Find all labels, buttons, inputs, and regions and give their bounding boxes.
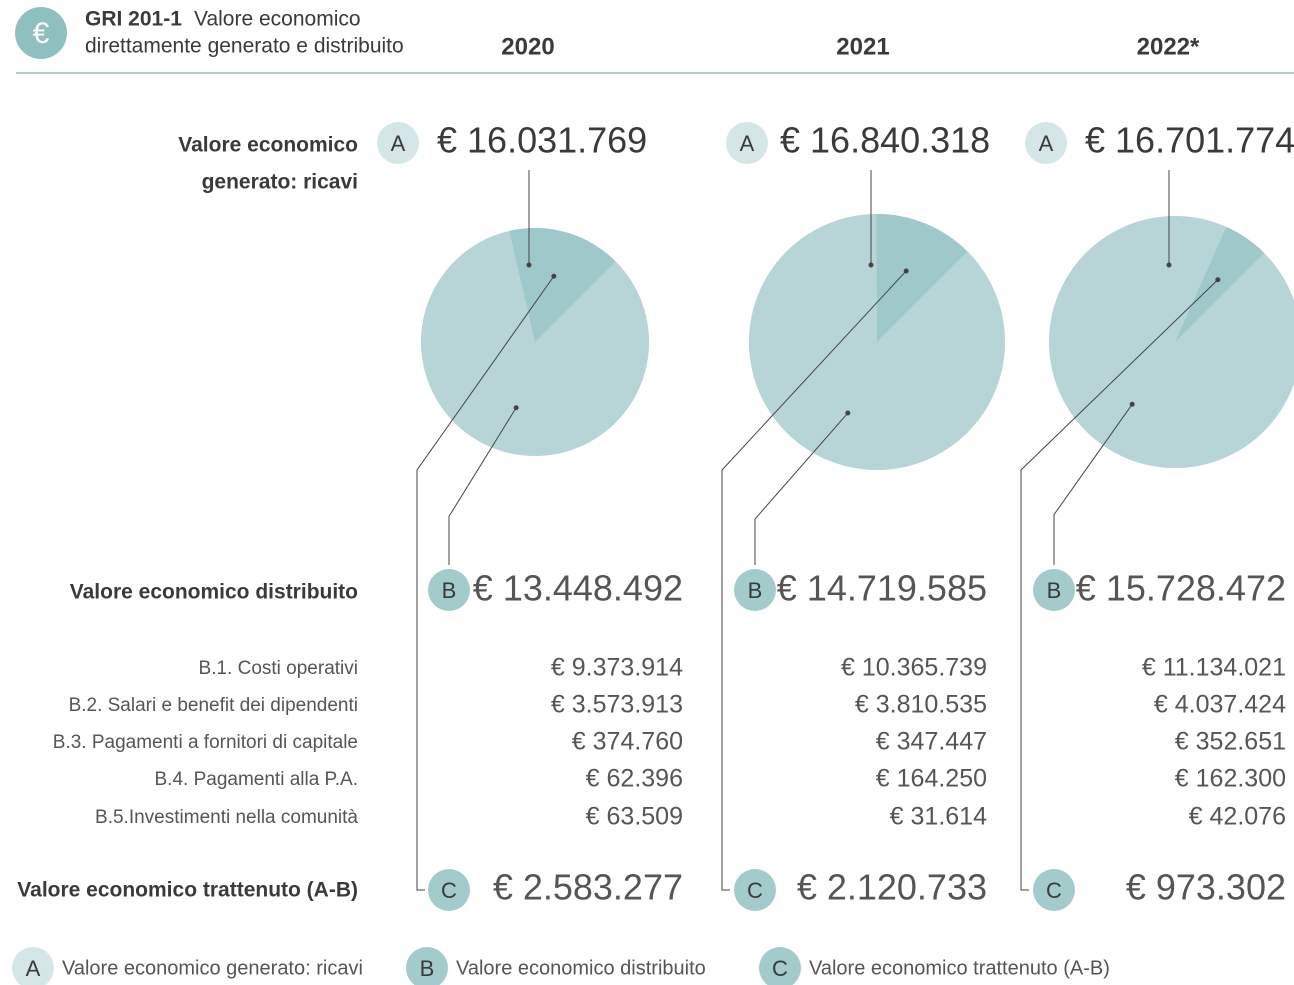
item-label: B.1. Costi operativi	[199, 658, 358, 679]
year: 2020	[501, 33, 554, 60]
badge-letter: C	[747, 878, 763, 903]
item-label: B.4. Pagamenti alla P.A.	[155, 769, 359, 790]
leader-dot	[1166, 262, 1172, 268]
badge-letter: A	[391, 131, 406, 156]
value-label: € 973.302	[1126, 867, 1286, 908]
leader	[1020, 279, 1219, 891]
breakdown-value: € 31.614	[890, 803, 987, 831]
item-label: B.3. Pagamenti a fornitori di capitale	[53, 732, 358, 753]
breakdown-value: € 3.573.913	[551, 691, 683, 719]
leader-dot	[551, 273, 557, 279]
row-label: Valore economico trattenuto (A-B)	[17, 879, 358, 902]
breakdown-value: € 9.373.914	[551, 654, 683, 682]
leader-dot	[513, 405, 519, 411]
legend-label: Valore economico trattenuto (A-B)	[809, 957, 1110, 979]
title: direttamente generato e distribuito	[85, 35, 404, 58]
breakdown-value: € 164.250	[876, 765, 987, 793]
leader-dot	[526, 262, 532, 268]
badge-letter: C	[772, 956, 788, 981]
breakdown-value: € 63.509	[586, 803, 683, 831]
total-label: € 16.840.318	[780, 120, 990, 161]
value-label: € 15.728.472	[1076, 568, 1286, 609]
breakdown-value: € 42.076	[1189, 803, 1286, 831]
icon: €	[33, 17, 50, 50]
breakdown-value: € 374.760	[572, 728, 683, 756]
breakdown-value: € 62.396	[586, 765, 683, 793]
badge	[12, 947, 54, 985]
badge	[1025, 122, 1067, 164]
badge	[1033, 569, 1075, 611]
badge-letter: C	[1046, 878, 1062, 903]
badge-letter: C	[441, 878, 457, 903]
badge-letter: A	[1039, 131, 1054, 156]
pie-slice	[509, 227, 616, 342]
value-label: € 2.583.277	[493, 867, 683, 908]
leader-dot	[903, 268, 909, 274]
leader	[754, 412, 849, 565]
pie-slice	[749, 214, 1005, 470]
value-label: € 14.719.585	[777, 568, 987, 609]
total-label: € 16.031.769	[437, 120, 647, 161]
badge	[377, 122, 419, 164]
breakdown-value: € 3.810.535	[855, 691, 987, 719]
badge	[734, 869, 776, 911]
pie-slice	[420, 230, 649, 456]
row-label: Valore economico	[178, 134, 358, 157]
badge-letter: A	[740, 131, 755, 156]
leader	[1053, 404, 1133, 565]
leader-dot	[1129, 401, 1135, 407]
breakdown-value: € 10.365.739	[841, 654, 987, 682]
badge	[428, 869, 470, 911]
breakdown-value: € 347.447	[876, 728, 987, 756]
row-label: Valore economico distribuito	[70, 581, 358, 604]
breakdown-value: € 162.300	[1175, 765, 1286, 793]
badge	[759, 947, 801, 985]
leader-dot	[845, 410, 851, 416]
badge	[726, 122, 768, 164]
code: GRI 201-1	[85, 8, 182, 31]
item-label: B.5.Investimenti nella comunità	[95, 807, 358, 828]
badge	[1033, 869, 1075, 911]
year: 2022*	[1137, 33, 1200, 60]
title: Valore economico	[194, 8, 361, 31]
pie-slice	[1175, 226, 1265, 342]
value-label: € 13.448.492	[473, 568, 683, 609]
breakdown-value: € 11.134.021	[1142, 654, 1286, 682]
legend-label: Valore economico distribuito	[456, 957, 706, 979]
breakdown-value: € 352.651	[1175, 728, 1286, 756]
badge-letter: B	[748, 578, 763, 603]
leader	[416, 275, 555, 891]
badge	[428, 569, 470, 611]
badge	[734, 569, 776, 611]
badge-letter: B	[442, 578, 457, 603]
icon-circle	[15, 7, 67, 59]
year: 2021	[836, 33, 889, 60]
pie-slice	[876, 214, 968, 342]
badge-letter: B	[420, 956, 435, 981]
legend-label: Valore economico generato: ricavi	[62, 957, 363, 979]
leader	[721, 270, 907, 891]
item-label: B.2. Salari e benefit dei dipendenti	[69, 695, 358, 716]
badge-letter: A	[26, 956, 41, 981]
total-label: € 16.701.774	[1085, 120, 1294, 161]
leader-dot	[868, 262, 874, 268]
breakdown-value: € 4.037.424	[1154, 691, 1286, 719]
value-label: € 2.120.733	[797, 867, 987, 908]
badge-letter: B	[1047, 578, 1062, 603]
leader	[448, 407, 517, 565]
leader-dot	[1215, 277, 1221, 283]
badge	[406, 947, 448, 985]
row-label: generato: ricavi	[202, 171, 358, 194]
pie-slice	[1049, 216, 1294, 468]
